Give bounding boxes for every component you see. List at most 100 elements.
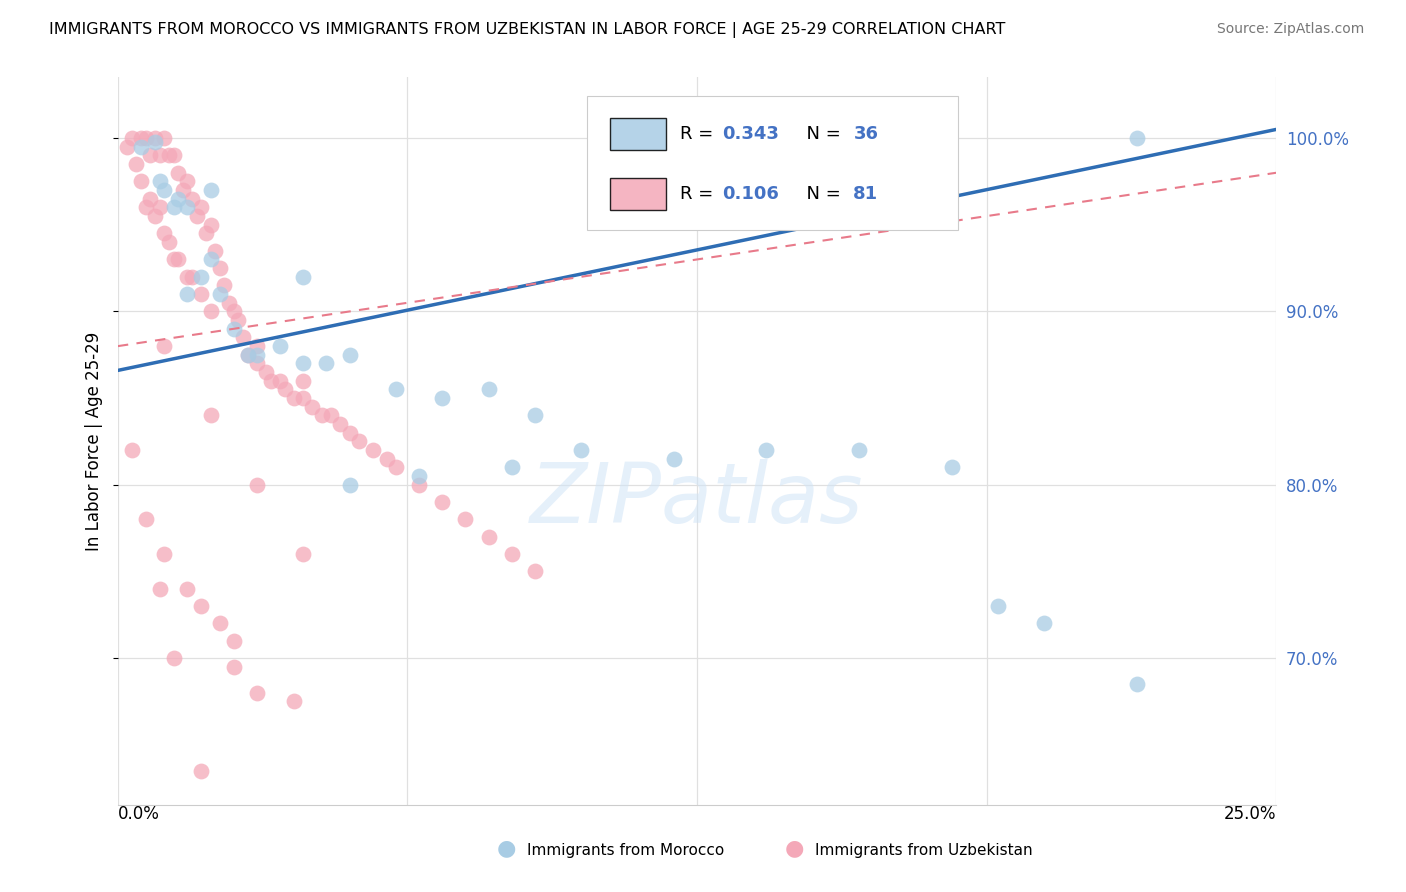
Point (176, 174, 198, 188)
Point (162, 148, 184, 162)
Point (1033, 616, 1056, 631)
Point (186, 209, 208, 223)
Point (121, 443, 143, 458)
Point (273, 383, 295, 397)
Point (222, 633, 245, 648)
Point (143, 209, 166, 223)
Point (329, 417, 352, 431)
FancyBboxPatch shape (586, 95, 957, 230)
Point (292, 374, 315, 388)
Point (200, 409, 222, 423)
Text: Source: ZipAtlas.com: Source: ZipAtlas.com (1216, 22, 1364, 37)
Point (236, 348, 259, 362)
Point (292, 269, 315, 284)
Point (190, 599, 212, 614)
Text: ZIPatlas: ZIPatlas (530, 459, 863, 541)
Point (292, 547, 315, 561)
Point (569, 443, 592, 458)
Point (339, 425, 361, 440)
Point (143, 131, 166, 145)
Point (181, 192, 204, 206)
Point (361, 443, 384, 458)
Point (129, 131, 152, 145)
Point (129, 174, 152, 188)
Point (157, 148, 180, 162)
Point (283, 391, 305, 405)
Point (347, 434, 370, 449)
Point (269, 339, 291, 353)
Point (190, 287, 212, 301)
Point (200, 304, 222, 318)
Point (375, 451, 398, 466)
Point (385, 383, 408, 397)
Point (246, 686, 269, 700)
Point (149, 174, 172, 188)
Point (222, 322, 245, 336)
Point (283, 694, 305, 708)
Point (200, 218, 222, 232)
Point (176, 201, 198, 215)
Point (432, 391, 454, 405)
Point (208, 261, 231, 276)
Point (222, 660, 245, 674)
Point (477, 530, 499, 544)
Point (755, 443, 778, 458)
Text: N =: N = (796, 185, 846, 202)
Text: R =: R = (679, 125, 718, 144)
Point (208, 616, 231, 631)
Point (339, 348, 361, 362)
Point (523, 409, 546, 423)
Point (339, 477, 361, 491)
Point (311, 409, 333, 423)
Point (194, 227, 217, 241)
Point (222, 304, 245, 318)
Point (385, 460, 408, 475)
Text: 0.106: 0.106 (723, 185, 779, 202)
Point (477, 383, 499, 397)
Point (246, 339, 269, 353)
Point (149, 582, 172, 596)
Point (662, 451, 685, 466)
Point (254, 365, 277, 379)
Point (176, 287, 198, 301)
Point (153, 183, 176, 197)
Point (408, 469, 430, 483)
Text: R =: R = (679, 185, 718, 202)
Point (246, 348, 269, 362)
Point (200, 252, 222, 267)
Point (987, 599, 1010, 614)
Point (162, 651, 184, 665)
Point (1126, 677, 1149, 691)
Point (523, 565, 546, 579)
Point (319, 409, 342, 423)
Point (432, 495, 454, 509)
Point (153, 227, 176, 241)
Point (200, 183, 222, 197)
Point (190, 764, 212, 778)
Y-axis label: In Labor Force | Age 25-29: In Labor Force | Age 25-29 (86, 332, 103, 551)
Point (848, 443, 870, 458)
Point (135, 512, 157, 526)
Point (292, 391, 315, 405)
Point (236, 348, 259, 362)
Text: N =: N = (796, 125, 846, 144)
Text: Immigrants from Morocco: Immigrants from Morocco (527, 843, 724, 858)
Text: 0.0%: 0.0% (118, 805, 160, 823)
Point (315, 356, 337, 370)
Point (941, 460, 963, 475)
Point (149, 148, 172, 162)
Point (232, 330, 254, 344)
Point (139, 148, 162, 162)
Point (501, 460, 523, 475)
Point (501, 547, 523, 561)
FancyBboxPatch shape (610, 119, 665, 150)
Point (167, 252, 190, 267)
Point (190, 269, 212, 284)
Point (153, 131, 176, 145)
Point (208, 287, 231, 301)
Point (204, 244, 226, 258)
FancyBboxPatch shape (610, 178, 665, 210)
Point (129, 140, 152, 154)
Point (246, 356, 269, 370)
Point (162, 252, 184, 267)
